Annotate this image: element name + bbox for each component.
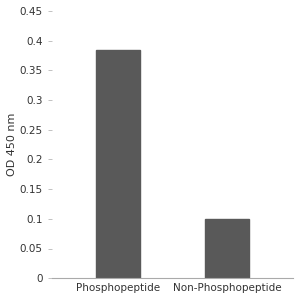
Bar bbox=[96, 50, 140, 278]
Bar bbox=[206, 219, 249, 278]
Y-axis label: OD 450 nm: OD 450 nm bbox=[7, 113, 17, 176]
